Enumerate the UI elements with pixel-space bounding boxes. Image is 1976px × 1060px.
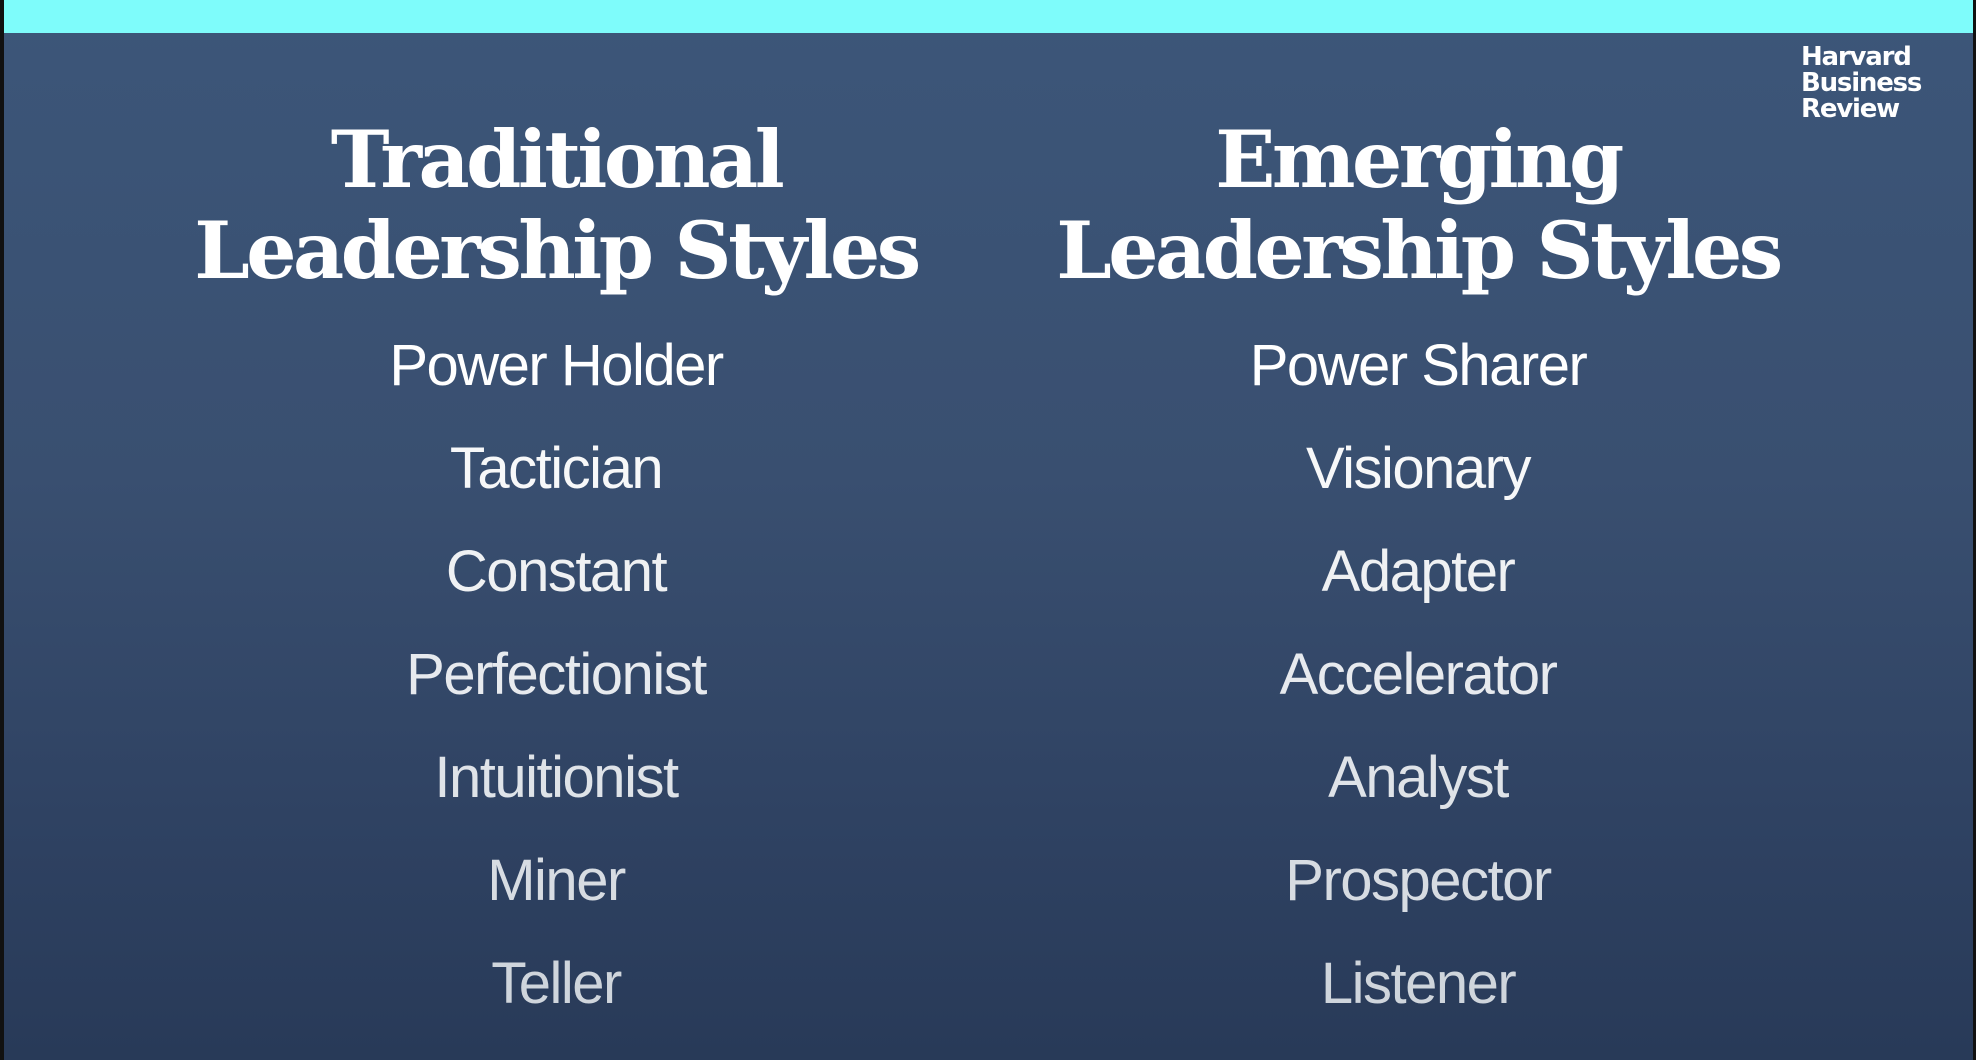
hbr-logo: Harvard Business Review — [1801, 44, 1951, 122]
list-item: Constant — [445, 539, 668, 604]
traditional-column: Traditional Leadership Styles Power Hold… — [136, 114, 976, 1035]
logo-line-harvard: Harvard — [1801, 42, 1912, 72]
list-item: Accelerator — [1279, 642, 1558, 707]
traditional-heading: Traditional Leadership Styles — [136, 114, 976, 296]
list-item: Visionary — [1306, 436, 1532, 501]
list-item: Adapter — [1321, 539, 1516, 604]
traditional-style-list: Power Holder Tactician Constant Perfecti… — [136, 314, 976, 1035]
traditional-heading-line1: Traditional — [330, 113, 785, 206]
list-item: Listener — [1320, 951, 1517, 1016]
logo-line-business: Business — [1801, 68, 1922, 98]
emerging-style-list: Power Sharer Visionary Adapter Accelerat… — [998, 314, 1838, 1035]
left-border — [0, 0, 4, 1060]
traditional-heading-line2: Leadership Styles — [194, 204, 921, 297]
right-border — [1973, 0, 1976, 1060]
top-accent-bar — [0, 0, 1976, 33]
emerging-heading-line1: Emerging — [1215, 113, 1624, 206]
list-item: Analyst — [1328, 745, 1509, 810]
list-item: Perfectionist — [406, 642, 707, 707]
list-item: Prospector — [1285, 848, 1552, 913]
emerging-heading: Emerging Leadership Styles — [998, 114, 1838, 296]
list-item: Power Sharer — [1249, 333, 1588, 398]
logo-line-review: Review — [1801, 94, 1900, 124]
list-item: Tactician — [449, 436, 664, 501]
list-item: Miner — [487, 848, 626, 913]
emerging-column: Emerging Leadership Styles Power Sharer … — [998, 114, 1838, 1035]
list-item: Power Holder — [389, 333, 724, 398]
list-item: Intuitionist — [434, 745, 679, 810]
emerging-heading-line2: Leadership Styles — [1056, 204, 1783, 297]
list-item: Teller — [491, 951, 622, 1016]
